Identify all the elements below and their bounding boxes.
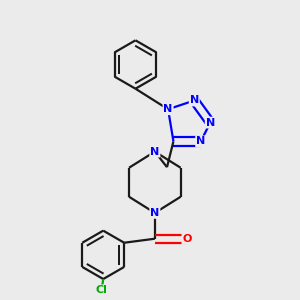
- Text: N: N: [150, 147, 160, 157]
- Text: N: N: [206, 118, 215, 128]
- Text: N: N: [164, 104, 173, 114]
- Text: N: N: [196, 136, 206, 146]
- Text: O: O: [182, 234, 192, 244]
- Text: N: N: [150, 208, 160, 218]
- Text: Cl: Cl: [96, 285, 108, 295]
- Text: N: N: [190, 95, 199, 106]
